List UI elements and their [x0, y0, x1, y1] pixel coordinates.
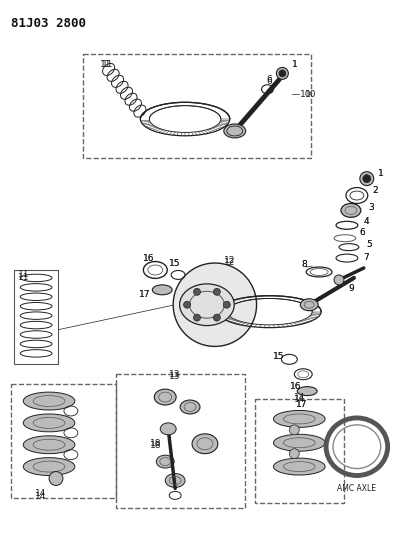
- Text: 3: 3: [368, 203, 374, 212]
- Text: 14: 14: [35, 489, 47, 498]
- Circle shape: [49, 472, 63, 486]
- Circle shape: [277, 67, 288, 79]
- Circle shape: [334, 275, 344, 285]
- Ellipse shape: [160, 423, 176, 435]
- Text: 81J03 2800: 81J03 2800: [11, 17, 86, 30]
- Bar: [255, 399, 344, 503]
- Ellipse shape: [165, 473, 185, 488]
- Text: 6: 6: [267, 77, 272, 86]
- Ellipse shape: [180, 400, 200, 414]
- Bar: [115, 374, 245, 508]
- Circle shape: [193, 314, 201, 321]
- Text: 7: 7: [363, 253, 369, 262]
- Text: 15: 15: [273, 352, 284, 361]
- Ellipse shape: [152, 285, 172, 295]
- Text: 14: 14: [294, 394, 305, 403]
- Text: 16: 16: [143, 254, 154, 263]
- Text: 15: 15: [273, 352, 284, 361]
- Ellipse shape: [23, 414, 75, 432]
- Circle shape: [173, 263, 256, 346]
- Ellipse shape: [297, 386, 317, 395]
- Text: 16: 16: [290, 382, 301, 391]
- Text: 10: 10: [305, 90, 317, 99]
- Bar: [83, 53, 311, 158]
- Circle shape: [223, 301, 230, 308]
- Text: 9: 9: [348, 284, 354, 293]
- Bar: [11, 384, 115, 498]
- Text: 3: 3: [368, 203, 374, 212]
- Text: 14: 14: [35, 492, 47, 501]
- Text: 8: 8: [301, 260, 307, 269]
- Ellipse shape: [273, 410, 325, 427]
- Circle shape: [289, 449, 299, 458]
- Circle shape: [360, 172, 374, 185]
- Text: 18: 18: [150, 441, 161, 450]
- Text: 1: 1: [292, 60, 298, 69]
- Ellipse shape: [224, 124, 245, 138]
- Text: 12: 12: [224, 257, 236, 266]
- Text: 1: 1: [378, 169, 384, 178]
- Text: 10: 10: [299, 90, 311, 99]
- Text: 17: 17: [139, 290, 150, 300]
- Bar: [14, 270, 58, 365]
- Text: 6: 6: [267, 75, 272, 84]
- Ellipse shape: [300, 299, 318, 311]
- Text: 18: 18: [150, 439, 161, 448]
- Text: 1: 1: [292, 60, 298, 69]
- Circle shape: [363, 175, 371, 183]
- Text: 15: 15: [169, 259, 181, 268]
- Text: 17: 17: [296, 400, 307, 408]
- Text: 17: 17: [296, 400, 307, 408]
- Text: 16: 16: [143, 254, 154, 263]
- Circle shape: [184, 301, 191, 308]
- Text: 2: 2: [372, 186, 377, 195]
- Circle shape: [214, 314, 220, 321]
- Text: 12: 12: [224, 255, 236, 264]
- Text: 11: 11: [17, 270, 29, 279]
- Text: 15: 15: [169, 259, 181, 268]
- Ellipse shape: [180, 284, 234, 326]
- Text: 14: 14: [294, 393, 305, 401]
- Ellipse shape: [273, 458, 325, 475]
- Ellipse shape: [341, 204, 361, 217]
- Text: 6: 6: [359, 228, 365, 237]
- Ellipse shape: [156, 455, 174, 468]
- Ellipse shape: [273, 434, 325, 451]
- Circle shape: [214, 288, 220, 295]
- Text: 11: 11: [100, 60, 112, 69]
- Text: 17: 17: [139, 290, 150, 300]
- Ellipse shape: [154, 389, 176, 405]
- Text: 8: 8: [301, 260, 307, 269]
- Text: 5: 5: [366, 240, 372, 249]
- Circle shape: [289, 425, 299, 435]
- Ellipse shape: [23, 392, 75, 410]
- Text: 5: 5: [366, 240, 372, 249]
- Text: 2: 2: [372, 186, 377, 195]
- Text: 11: 11: [17, 273, 29, 282]
- Text: 6: 6: [359, 228, 365, 237]
- Text: 4: 4: [364, 217, 370, 226]
- Text: 1: 1: [378, 169, 384, 178]
- Circle shape: [193, 288, 201, 295]
- Text: 11: 11: [102, 60, 113, 69]
- Ellipse shape: [23, 458, 75, 475]
- Text: 13: 13: [169, 370, 181, 379]
- Text: 7: 7: [363, 253, 369, 262]
- Text: AMC AXLE: AMC AXLE: [337, 484, 376, 494]
- Text: 13: 13: [169, 372, 181, 381]
- Text: 4: 4: [364, 217, 370, 226]
- Circle shape: [279, 70, 286, 77]
- Text: 16: 16: [290, 382, 301, 391]
- Ellipse shape: [192, 434, 218, 454]
- Ellipse shape: [23, 436, 75, 454]
- Text: 9: 9: [348, 284, 354, 293]
